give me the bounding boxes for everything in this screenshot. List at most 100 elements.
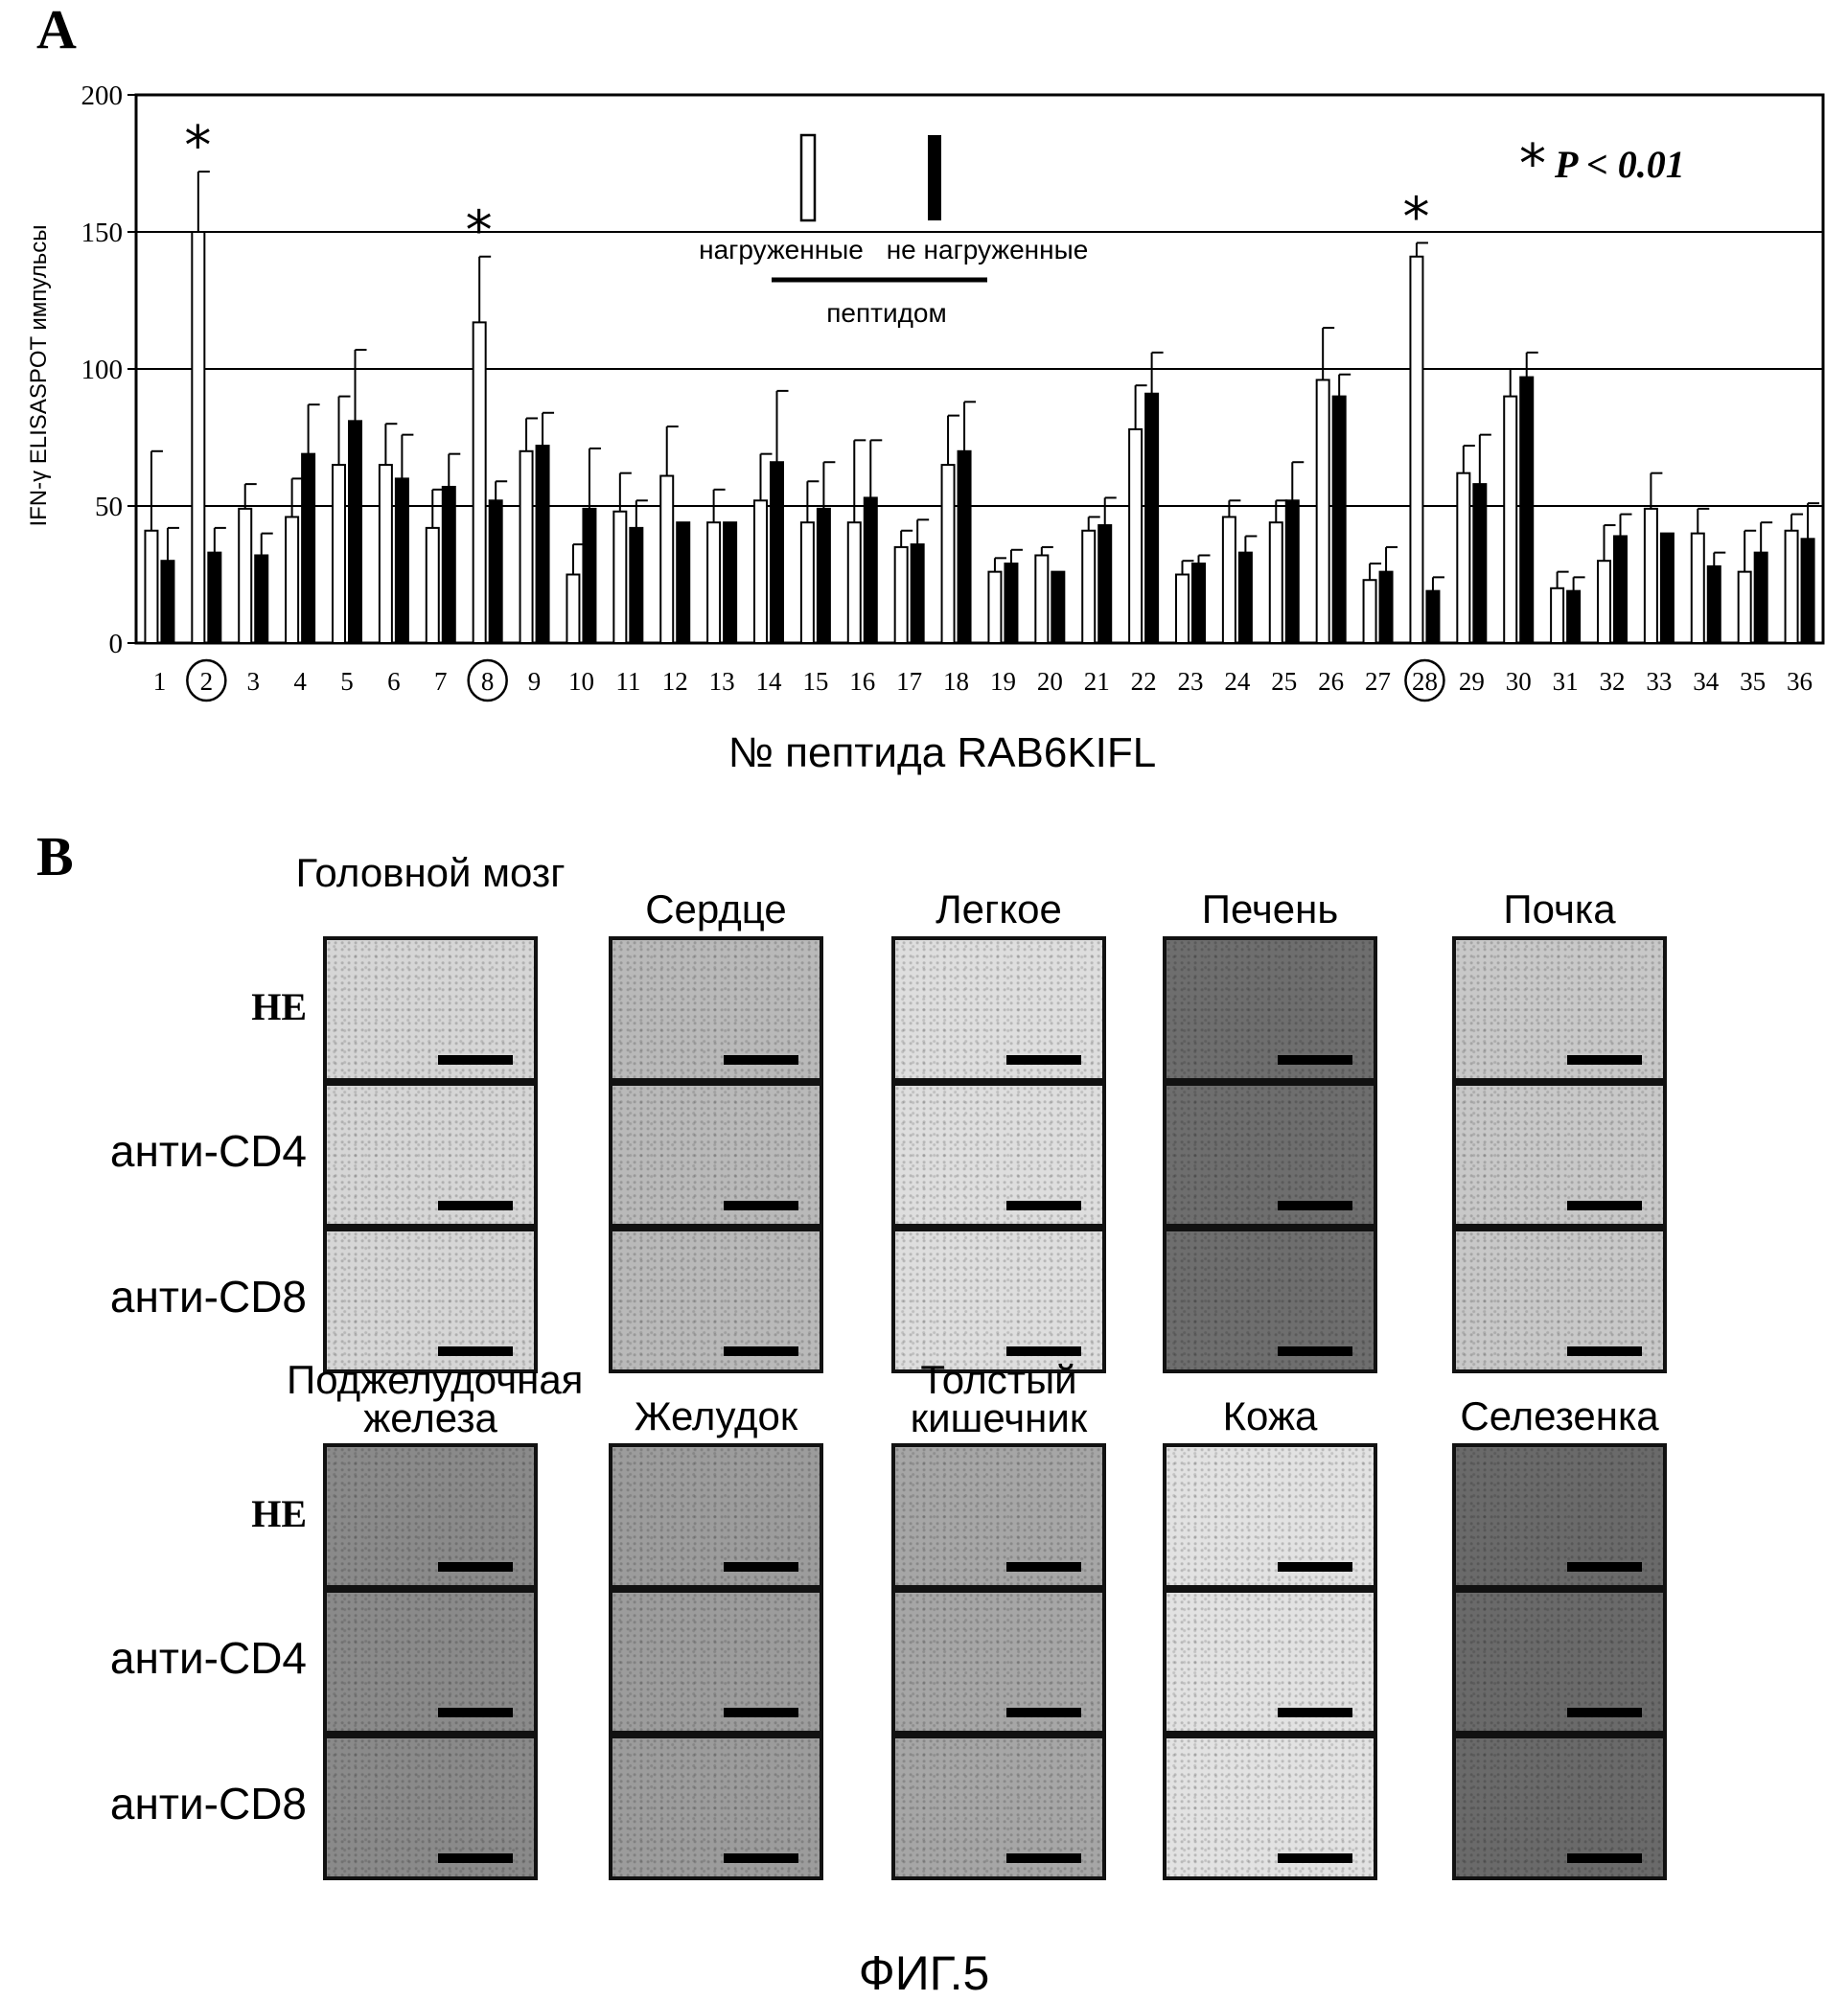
scale-bar (724, 1346, 798, 1356)
bar (1567, 591, 1580, 643)
bar (1176, 575, 1189, 644)
micrograph-tile (1452, 936, 1667, 1082)
micrograph-tile (1452, 1589, 1667, 1735)
micrograph-tile (1163, 1228, 1377, 1373)
bar (865, 497, 877, 643)
x-tick-label: 31 (1553, 667, 1579, 696)
bar (1317, 380, 1329, 643)
micrograph-tile (609, 1082, 823, 1228)
bar (1661, 534, 1674, 643)
bar-chart: A 05010015020012345678910111213141516171… (0, 0, 1848, 795)
legend-loaded-label: нагруженные (699, 235, 864, 264)
bar (1504, 397, 1516, 643)
micrograph-tile (891, 1082, 1106, 1228)
scale-bar (724, 1055, 798, 1065)
micrograph-tile (1163, 1443, 1377, 1589)
bar (255, 555, 267, 643)
bar (818, 509, 830, 643)
bar (161, 561, 173, 643)
micrograph-tile (1452, 1735, 1667, 1880)
y-tick-label: 200 (81, 80, 124, 111)
column-title: Легкое (855, 890, 1143, 929)
scale-bar (1567, 1708, 1642, 1717)
bar (1755, 553, 1767, 643)
legend-group-label: пептидом (826, 298, 947, 328)
bar (583, 509, 595, 643)
micrograph-tile (323, 1589, 538, 1735)
scale-bar (1278, 1201, 1352, 1210)
scale-bar (1006, 1708, 1081, 1717)
x-tick-label: 2 (200, 667, 214, 696)
bar (1270, 522, 1282, 643)
scale-bar (1006, 1346, 1081, 1356)
x-tick-label: 36 (1787, 667, 1813, 696)
micrograph-tile (1452, 1443, 1667, 1589)
scale-bar (1567, 1055, 1642, 1065)
scale-bar (724, 1853, 798, 1863)
bar (286, 517, 298, 643)
bar (239, 509, 251, 643)
micrograph-tile (891, 1228, 1106, 1373)
y-tick-label: 100 (81, 355, 124, 385)
bar (1239, 553, 1252, 643)
scale-bar (1278, 1346, 1352, 1356)
bar (1802, 539, 1814, 643)
scale-bar (1278, 1562, 1352, 1572)
x-tick-label: 25 (1271, 667, 1297, 696)
scale-bar (1567, 1201, 1642, 1210)
x-tick-label: 7 (434, 667, 448, 696)
x-tick-label: 17 (896, 667, 922, 696)
micrograph-tile (323, 1735, 538, 1880)
bar (613, 512, 626, 643)
x-tick-label: 19 (990, 667, 1016, 696)
bar (660, 476, 673, 643)
bar (942, 465, 955, 643)
bar (1082, 531, 1095, 643)
x-tick-label: 5 (340, 667, 354, 696)
bar (1410, 257, 1422, 643)
bar (1051, 572, 1064, 643)
bar (520, 451, 533, 643)
bar (192, 232, 204, 643)
bar (848, 522, 861, 643)
scale-bar (1567, 1853, 1642, 1863)
x-tick-label: 33 (1646, 667, 1672, 696)
figure-caption: ФИГ.5 (0, 1945, 1848, 2001)
x-tick-label: 14 (756, 667, 783, 696)
significance-asterisk: * (466, 200, 493, 263)
p-value-note: P < 0.01 (1554, 143, 1685, 186)
row-label: HE (29, 1491, 307, 1536)
micrograph-tile (1163, 1082, 1377, 1228)
scale-bar (438, 1346, 513, 1356)
x-tick-label: 29 (1459, 667, 1485, 696)
bar (1035, 555, 1048, 643)
micrograph-tile (323, 1228, 538, 1373)
column-title: Поджелудочная железа (287, 1361, 574, 1438)
bar (1223, 517, 1236, 643)
bar (1129, 429, 1142, 643)
bar (724, 522, 736, 643)
bar (707, 522, 720, 643)
scale-bar (438, 1055, 513, 1065)
bar (1426, 591, 1439, 643)
bar (208, 553, 220, 643)
micrograph-tile (609, 1228, 823, 1373)
x-tick-label: 26 (1318, 667, 1344, 696)
row-label: анти-CD4 (29, 1125, 307, 1177)
scale-bar (1006, 1201, 1081, 1210)
micrograph-tile (1163, 1735, 1377, 1880)
bar (443, 487, 455, 643)
bar (474, 322, 486, 643)
x-tick-label: 9 (528, 667, 542, 696)
bar (771, 462, 783, 643)
micrograph-tile (609, 1735, 823, 1880)
scale-bar (438, 1708, 513, 1717)
bar (988, 572, 1001, 643)
p-value-asterisk: * (1519, 133, 1546, 196)
x-tick-label: 30 (1506, 667, 1532, 696)
bar (1708, 566, 1721, 643)
x-tick-label: 22 (1131, 667, 1157, 696)
bar (396, 478, 408, 643)
bar (895, 547, 908, 643)
bar (566, 575, 579, 644)
